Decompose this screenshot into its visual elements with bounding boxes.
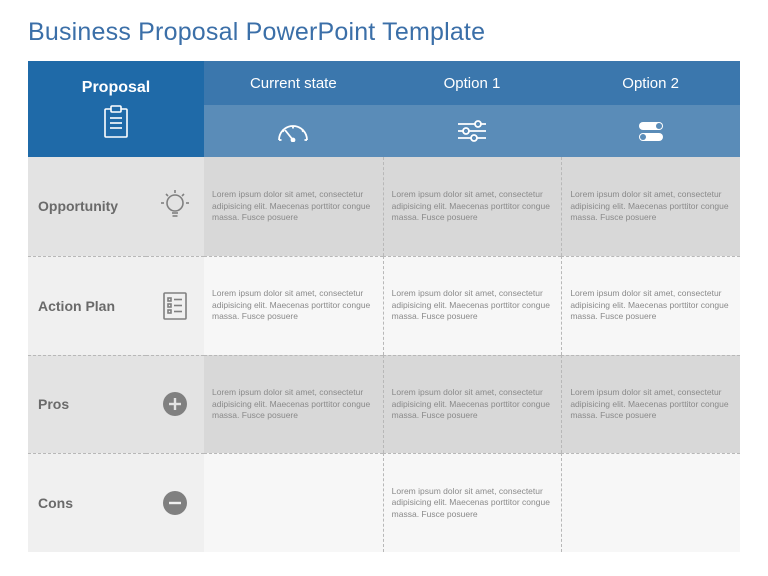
slide-title: Business Proposal PowerPoint Template: [28, 18, 740, 47]
header-proposal: Proposal: [28, 61, 204, 157]
header-col-1: Option 1: [383, 61, 562, 105]
checklist-icon: [162, 291, 188, 321]
header-proposal-label: Proposal: [82, 79, 150, 97]
cell-text: Lorem ipsum dolor sit amet, consectetur …: [392, 288, 554, 322]
cell-text: Lorem ipsum dolor sit amet, consectetur …: [212, 288, 375, 322]
row-label-text: Cons: [38, 495, 73, 511]
cell-text: Lorem ipsum dolor sit amet, consectetur …: [570, 288, 732, 322]
cell-r1-c0: Lorem ipsum dolor sit amet, consectetur …: [204, 256, 383, 355]
row-label-actionplan: Action Plan: [28, 256, 146, 355]
header-icon-cell-0: [204, 105, 383, 157]
header-icon-cell-1: [383, 105, 562, 157]
cell-r0-c2: Lorem ipsum dolor sit amet, consectetur …: [561, 157, 740, 256]
cell-r1-c1: Lorem ipsum dolor sit amet, consectetur …: [383, 256, 562, 355]
header-col-label: Option 2: [622, 75, 679, 92]
row-label-pros: Pros: [28, 355, 146, 454]
cell-text: Lorem ipsum dolor sit amet, consectetur …: [570, 387, 732, 421]
cell-text: Lorem ipsum dolor sit amet, consectetur …: [570, 189, 732, 223]
cell-text: Lorem ipsum dolor sit amet, consectetur …: [212, 189, 375, 223]
row-label-cons: Cons: [28, 453, 146, 552]
header-col-0: Current state: [204, 61, 383, 105]
toggles-icon: [635, 119, 667, 143]
row-icon-cons: [146, 453, 204, 552]
cell-r1-c2: Lorem ipsum dolor sit amet, consectetur …: [561, 256, 740, 355]
cell-text: Lorem ipsum dolor sit amet, consectetur …: [392, 189, 554, 223]
row-icon-actionplan: [146, 256, 204, 355]
cell-r0-c0: Lorem ipsum dolor sit amet, consectetur …: [204, 157, 383, 256]
gauge-icon: [275, 120, 311, 142]
clipboard-icon: [101, 105, 131, 139]
cell-text: Lorem ipsum dolor sit amet, consectetur …: [392, 486, 554, 520]
header-col-label: Option 1: [444, 75, 501, 92]
cell-r2-c1: Lorem ipsum dolor sit amet, consectetur …: [383, 355, 562, 454]
row-label-text: Pros: [38, 396, 69, 412]
row-label-opportunity: Opportunity: [28, 157, 146, 256]
cell-r2-c0: Lorem ipsum dolor sit amet, consectetur …: [204, 355, 383, 454]
slide: Business Proposal PowerPoint Template Pr…: [0, 0, 768, 576]
lightbulb-icon: [161, 189, 189, 223]
cell-text: Lorem ipsum dolor sit amet, consectetur …: [392, 387, 554, 421]
minus-icon: [161, 489, 189, 517]
cell-r3-c0: [204, 453, 383, 552]
header-col-label: Current state: [250, 75, 337, 92]
sliders-icon: [456, 119, 488, 143]
row-label-text: Action Plan: [38, 298, 115, 314]
cell-r3-c1: Lorem ipsum dolor sit amet, consectetur …: [383, 453, 562, 552]
plus-icon: [161, 390, 189, 418]
cell-r0-c1: Lorem ipsum dolor sit amet, consectetur …: [383, 157, 562, 256]
cell-r2-c2: Lorem ipsum dolor sit amet, consectetur …: [561, 355, 740, 454]
header-col-2: Option 2: [561, 61, 740, 105]
cell-r3-c2: [561, 453, 740, 552]
comparison-table: Proposal Current state Option 1 Option 2: [28, 61, 740, 552]
row-label-text: Opportunity: [38, 198, 118, 214]
row-icon-opportunity: [146, 157, 204, 256]
cell-text: Lorem ipsum dolor sit amet, consectetur …: [212, 387, 375, 421]
row-icon-pros: [146, 355, 204, 454]
header-icon-cell-2: [561, 105, 740, 157]
